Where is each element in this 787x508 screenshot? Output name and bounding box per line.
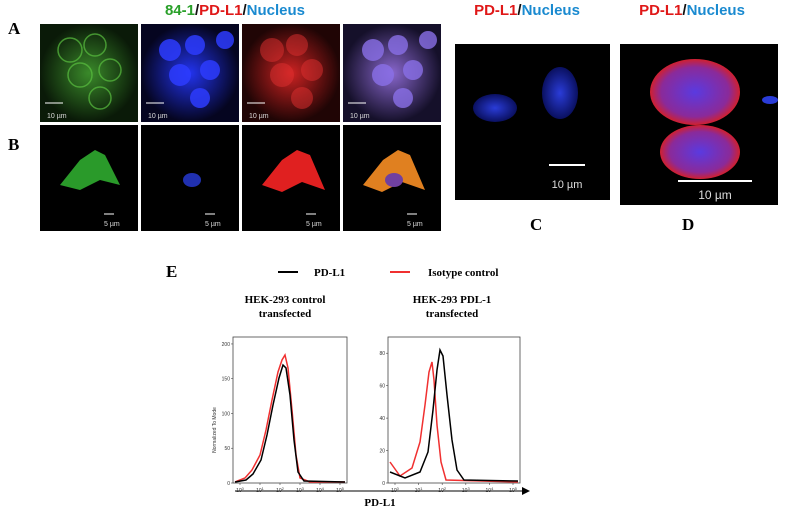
x-tick-label: 100 xyxy=(391,486,400,494)
x-tick-label: 100 xyxy=(236,486,245,494)
y-tick-label: 150 xyxy=(222,377,231,383)
x-tick-label: 105 xyxy=(509,486,518,494)
tick-exponent: 4 xyxy=(491,486,494,491)
y-axis-label: Normalized To Mode xyxy=(212,407,218,453)
tick-exponent: 3 xyxy=(467,486,470,491)
y-tick-label: 100 xyxy=(222,411,231,417)
legend-label: Isotype control xyxy=(428,267,498,279)
scale-label: 10 µm xyxy=(148,113,168,120)
panel-label: D xyxy=(682,215,694,234)
y-tick-label: 80 xyxy=(379,351,385,357)
x-tick-label: 102 xyxy=(438,486,447,494)
plot-frame xyxy=(232,336,348,484)
plot-title: HEK-293 PDL-1 xyxy=(413,294,492,306)
y-tick-label: 20 xyxy=(379,449,385,455)
tick-exponent: 0 xyxy=(397,486,400,491)
histogram-curve xyxy=(389,347,519,482)
x-tick-label: 104 xyxy=(316,486,325,494)
scale-label: 10 µm xyxy=(350,113,370,120)
x-tick-label: 105 xyxy=(336,486,345,494)
plot-frame xyxy=(387,336,521,484)
tick-base: 10 xyxy=(391,488,397,494)
y-tick-label: 0 xyxy=(227,481,230,487)
tick-base: 10 xyxy=(462,488,468,494)
micrograph-c xyxy=(455,44,610,200)
y-tick-label: 50 xyxy=(224,446,230,452)
tick-base: 10 xyxy=(316,488,322,494)
histogram-curve xyxy=(234,353,345,483)
x-tick-label: 101 xyxy=(256,486,265,494)
scale-label: 5 µm xyxy=(407,221,423,228)
scale-label: 10 µm xyxy=(47,113,67,120)
tick-base: 10 xyxy=(486,488,492,494)
scale-label: 10 µm xyxy=(552,179,583,191)
header: PD-L1/Nucleus xyxy=(639,2,745,19)
panel-label: B xyxy=(8,135,19,154)
x-tick-label: 102 xyxy=(276,486,285,494)
tick-base: 10 xyxy=(336,488,342,494)
plot-title: transfected xyxy=(259,308,312,320)
scale-label: 5 µm xyxy=(104,221,120,228)
panel-label: A xyxy=(8,19,21,38)
histogram-curve xyxy=(234,363,346,483)
scale-label: 10 µm xyxy=(249,113,269,120)
micrograph-d xyxy=(620,44,778,205)
tick-exponent: 5 xyxy=(342,486,345,491)
plot-title: transfected xyxy=(426,308,479,320)
tick-exponent: 2 xyxy=(282,486,285,491)
tick-base: 10 xyxy=(438,488,444,494)
y-tick-label: 0 xyxy=(382,481,385,487)
axis-arrow-head xyxy=(522,487,530,495)
tick-base: 10 xyxy=(296,488,302,494)
tick-base: 10 xyxy=(256,488,262,494)
x-tick-label: 103 xyxy=(296,486,305,494)
tick-base: 10 xyxy=(415,488,421,494)
tick-base: 10 xyxy=(236,488,242,494)
scale-label: 5 µm xyxy=(306,221,322,228)
tick-base: 10 xyxy=(509,488,515,494)
tick-base: 10 xyxy=(276,488,282,494)
legend-label: PD-L1 xyxy=(314,267,345,279)
histogram-curve xyxy=(389,361,519,483)
panel-label: E xyxy=(166,262,177,281)
tick-exponent: 1 xyxy=(262,486,265,491)
y-tick-label: 40 xyxy=(379,416,385,422)
y-tick-label: 200 xyxy=(222,342,231,348)
x-tick-label: 101 xyxy=(415,486,424,494)
scale-label: 5 µm xyxy=(205,221,221,228)
y-tick-label: 60 xyxy=(379,384,385,390)
tick-exponent: 1 xyxy=(420,486,423,491)
header: 84-1/PD-L1/Nucleus xyxy=(165,2,305,19)
micrograph-row-a xyxy=(40,24,441,122)
micrograph-row-b xyxy=(40,125,441,231)
plot-title: HEK-293 control xyxy=(245,294,326,306)
panel-label: C xyxy=(530,215,542,234)
tick-exponent: 0 xyxy=(242,486,245,491)
tick-exponent: 2 xyxy=(444,486,447,491)
x-axis-label: PD-L1 xyxy=(364,497,395,508)
x-tick-label: 104 xyxy=(486,486,495,494)
scale-label: 10 µm xyxy=(698,188,732,202)
x-tick-label: 103 xyxy=(462,486,471,494)
tick-exponent: 3 xyxy=(302,486,305,491)
header: PD-L1/Nucleus xyxy=(474,2,580,19)
tick-exponent: 5 xyxy=(515,486,518,491)
tick-exponent: 4 xyxy=(322,486,325,491)
